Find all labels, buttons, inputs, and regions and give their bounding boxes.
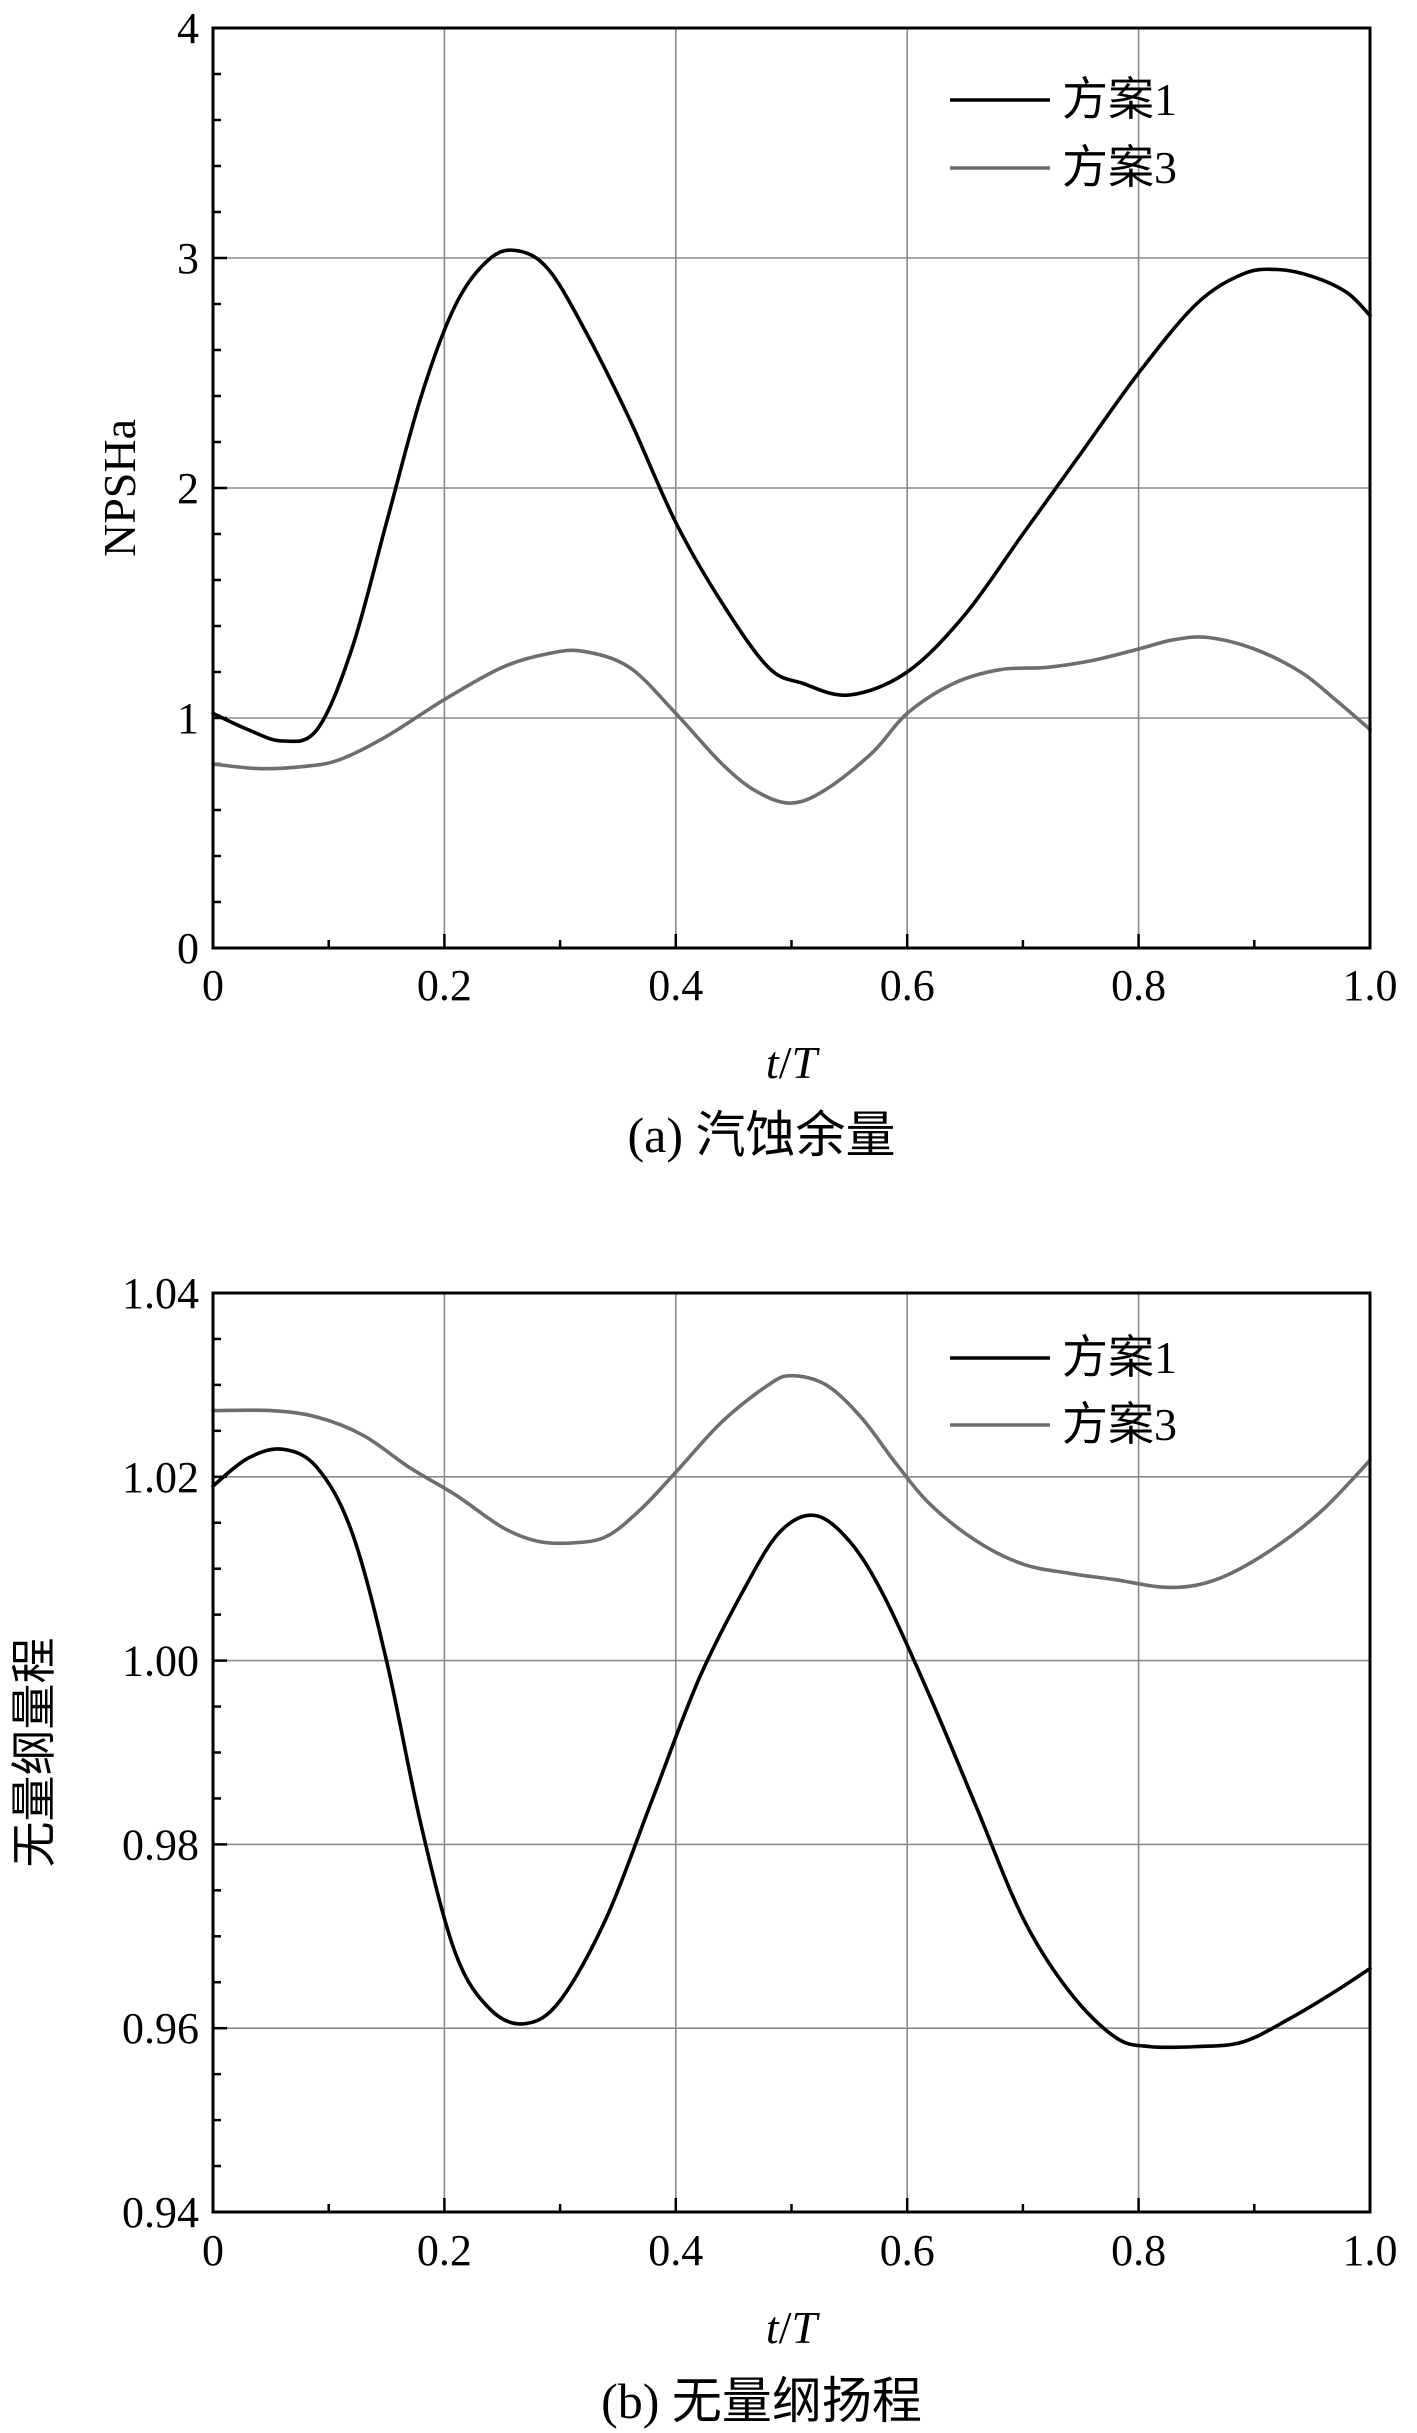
y-tick-label: 1.04: [122, 1269, 199, 1318]
series-b: [211, 1373, 1372, 2050]
y-tick-label: 0.96: [122, 2004, 199, 2053]
x-tick-label: 0.4: [648, 961, 703, 1010]
y-tick-label: 0: [177, 924, 199, 973]
y-tick-label: 1: [177, 694, 199, 743]
y-axis-title-b: 无量纲量程: [9, 1638, 60, 1868]
legend-label: 方案1: [1062, 74, 1177, 125]
grid-b: [213, 1293, 1370, 2212]
legend-label: 方案1: [1062, 1332, 1177, 1383]
y-axis-title-a: NPSHa: [94, 419, 145, 557]
y-tick-label: 2: [177, 464, 199, 513]
y-tick-label: 0.94: [122, 2188, 199, 2237]
tick-labels-x-a: 0 0.2 0.4 0.6 0.8 1.0: [202, 961, 1398, 1010]
tick-labels-x-b: 0 0.2 0.4 0.6 0.8 1.0: [202, 2226, 1398, 2275]
grid-a: [213, 28, 1370, 948]
legend-item-2: 方案3: [950, 1399, 1177, 1450]
y-tick-label: 4: [177, 4, 199, 53]
y-tick-label: 0.98: [122, 1820, 199, 1869]
series-line-2: [211, 1373, 1372, 1590]
series-a: [211, 248, 1372, 805]
series-line-2: [211, 635, 1372, 805]
legend-label: 方案3: [1062, 1399, 1177, 1450]
tick-labels-y-b: 0.94 0.96 0.98 1.00 1.02 1.04: [122, 1269, 199, 2237]
x-axis-title-a: t/T: [766, 1037, 821, 1088]
minor-ticks-a: [213, 72, 1256, 948]
x-axis-title-b: t/T: [766, 2302, 821, 2353]
series-line-1: [211, 1447, 1372, 2050]
plot-frame-b: [211, 1291, 1372, 2214]
x-tick-label: 0.6: [880, 961, 935, 1010]
y-tick-label: 3: [177, 234, 199, 283]
x-tick-label: 0: [202, 2226, 224, 2275]
x-tick-label: 0.4: [648, 2226, 703, 2275]
minor-ticks-b: [213, 1337, 1256, 2212]
x-tick-label: 0.8: [1111, 2226, 1166, 2275]
x-tick-label: 0.2: [417, 2226, 472, 2275]
x-tick-label: 0.6: [880, 2226, 935, 2275]
caption-a: (a) 汽蚀余量: [628, 1107, 896, 1163]
x-tick-label: 0.8: [1111, 961, 1166, 1010]
legend-item-1: 方案1: [950, 74, 1177, 125]
ticks-b: [211, 1291, 1372, 2214]
y-tick-label: 1.00: [122, 1637, 199, 1686]
legend-label: 方案3: [1062, 142, 1177, 193]
legend-item-2: 方案3: [950, 142, 1177, 193]
chart-b: 0 0.2 0.4 0.6 0.8 1.0 0.94 0.96 0.98 1.00 1.02 1.0…: [9, 1269, 1398, 2429]
x-tick-label: 0: [202, 961, 224, 1010]
caption-b: (b) 无量纲扬程: [601, 2373, 922, 2429]
x-tick-label: 1.0: [1343, 2226, 1398, 2275]
ticks-a: [211, 26, 1372, 950]
legend-item-1: 方案1: [950, 1332, 1177, 1383]
x-tick-label: 0.2: [417, 961, 472, 1010]
tick-labels-y-a: 0 1 2 3 4: [177, 4, 199, 973]
y-tick-label: 1.02: [122, 1453, 199, 1502]
series-line-1: [211, 248, 1372, 744]
x-tick-label: 1.0: [1343, 961, 1398, 1010]
